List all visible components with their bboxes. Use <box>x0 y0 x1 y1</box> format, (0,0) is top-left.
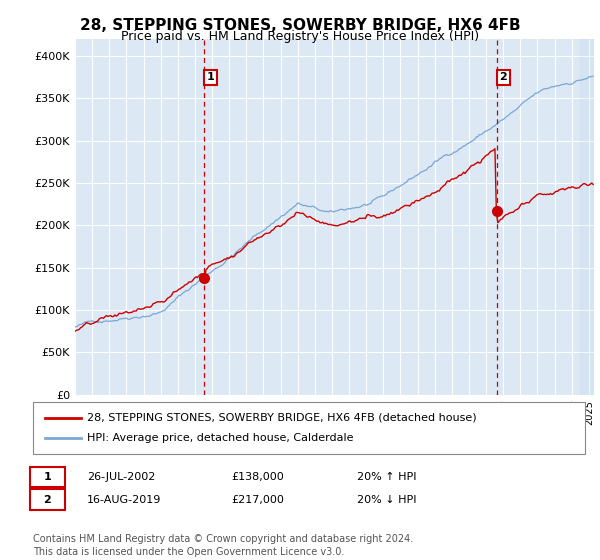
Text: £217,000: £217,000 <box>231 494 284 505</box>
Bar <box>580 39 594 395</box>
Text: 1: 1 <box>207 72 215 82</box>
Text: 28, STEPPING STONES, SOWERBY BRIDGE, HX6 4FB: 28, STEPPING STONES, SOWERBY BRIDGE, HX6… <box>80 18 520 33</box>
Text: 28, STEPPING STONES, SOWERBY BRIDGE, HX6 4FB (detached house): 28, STEPPING STONES, SOWERBY BRIDGE, HX6… <box>87 413 476 423</box>
Text: HPI: Average price, detached house, Calderdale: HPI: Average price, detached house, Cald… <box>87 433 353 443</box>
Text: 1: 1 <box>44 472 51 482</box>
Text: 20% ↓ HPI: 20% ↓ HPI <box>357 494 416 505</box>
Text: 20% ↑ HPI: 20% ↑ HPI <box>357 472 416 482</box>
Bar <box>580 39 594 395</box>
Text: Price paid vs. HM Land Registry's House Price Index (HPI): Price paid vs. HM Land Registry's House … <box>121 30 479 43</box>
Text: 16-AUG-2019: 16-AUG-2019 <box>87 494 161 505</box>
Text: 2: 2 <box>44 494 51 505</box>
Text: £138,000: £138,000 <box>231 472 284 482</box>
Text: 26-JUL-2002: 26-JUL-2002 <box>87 472 155 482</box>
Text: Contains HM Land Registry data © Crown copyright and database right 2024.
This d: Contains HM Land Registry data © Crown c… <box>33 534 413 557</box>
Text: 2: 2 <box>499 72 507 82</box>
